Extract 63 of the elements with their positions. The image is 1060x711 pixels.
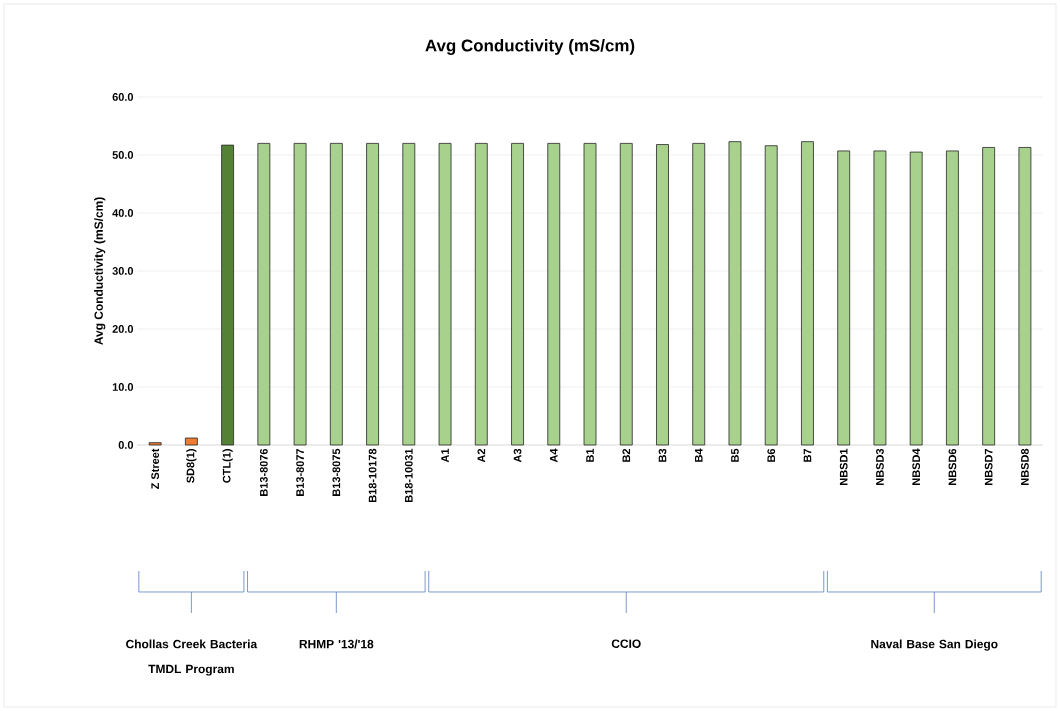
- bar: [148, 442, 162, 446]
- x-tick-label: B13-8077: [296, 449, 304, 496]
- bar: [474, 142, 488, 446]
- x-tick-label: A2: [477, 448, 486, 463]
- x-tick-label: B5: [731, 448, 739, 462]
- bar: [329, 142, 343, 446]
- bar: [873, 150, 887, 446]
- x-tick-label: B18-10178: [368, 448, 377, 502]
- bar: [619, 142, 633, 446]
- x-tick-label: NBSD8: [1021, 448, 1029, 485]
- bar: [438, 142, 452, 446]
- x-tick-label: B13-8076: [259, 448, 268, 496]
- x-tick-label: NBSD4: [912, 448, 921, 485]
- bar: [837, 150, 851, 446]
- x-tick-label: A1: [441, 448, 449, 463]
- x-tick-label: NBSD6: [948, 448, 957, 485]
- x-tick-label: CTL(1): [222, 449, 233, 483]
- y-tick-label: 30.0: [112, 267, 134, 275]
- bar: [547, 142, 561, 446]
- x-tick-label: SD8(1): [186, 449, 197, 483]
- bar: [402, 142, 416, 446]
- bar: [692, 142, 706, 446]
- x-tick-label: A4: [550, 448, 558, 463]
- y-tick-label: 0.0: [118, 441, 134, 449]
- x-tick-label: B2: [622, 448, 631, 462]
- bar: [184, 437, 198, 446]
- text: Chollas Creek Bacteria TMDL Program: [126, 639, 258, 676]
- bar: [946, 150, 959, 446]
- text: RHMP '13/'18: [299, 639, 374, 649]
- bar: [583, 142, 597, 446]
- chart-title: Avg Conductivity (mS/cm): [425, 39, 635, 55]
- text: CCIO: [611, 639, 641, 648]
- x-tick-label: B3: [658, 448, 667, 462]
- y-tick-label: 50.0: [112, 151, 134, 159]
- bar: [801, 141, 814, 446]
- y-axis-title: Avg Conductivity (mS/cm): [94, 197, 106, 345]
- text: Naval Base San Diego: [871, 639, 998, 651]
- bar: [982, 147, 996, 446]
- bar: [257, 142, 271, 446]
- x-tick-label: NBSD3: [876, 448, 884, 485]
- x-tick-label: Z Street: [151, 448, 160, 489]
- x-tick-label: NBSD1: [839, 448, 848, 485]
- x-tick-label: NBSD7: [984, 448, 993, 485]
- y-tick-label: 20.0: [112, 325, 134, 333]
- bar: [656, 144, 669, 446]
- x-tick-label: B13-8075: [332, 448, 341, 496]
- bar: [728, 141, 742, 446]
- bar: [293, 142, 307, 446]
- bar: [511, 142, 524, 446]
- bar: [221, 144, 235, 446]
- x-tick-label: B4: [694, 448, 703, 462]
- x-tick-label: B7: [803, 448, 812, 462]
- bar: [909, 151, 923, 446]
- x-tick-label: B18-10031: [404, 448, 413, 502]
- bar: [764, 145, 778, 446]
- bar: [366, 142, 379, 446]
- x-tick-label: A3: [513, 448, 522, 463]
- x-tick-label: B6: [767, 448, 776, 462]
- y-tick-label: 40.0: [112, 209, 134, 217]
- x-tick-label: B1: [586, 448, 594, 462]
- bar: [1018, 147, 1032, 446]
- y-tick-label: 60.0: [112, 93, 134, 101]
- y-tick-label: 10.0: [112, 383, 134, 391]
